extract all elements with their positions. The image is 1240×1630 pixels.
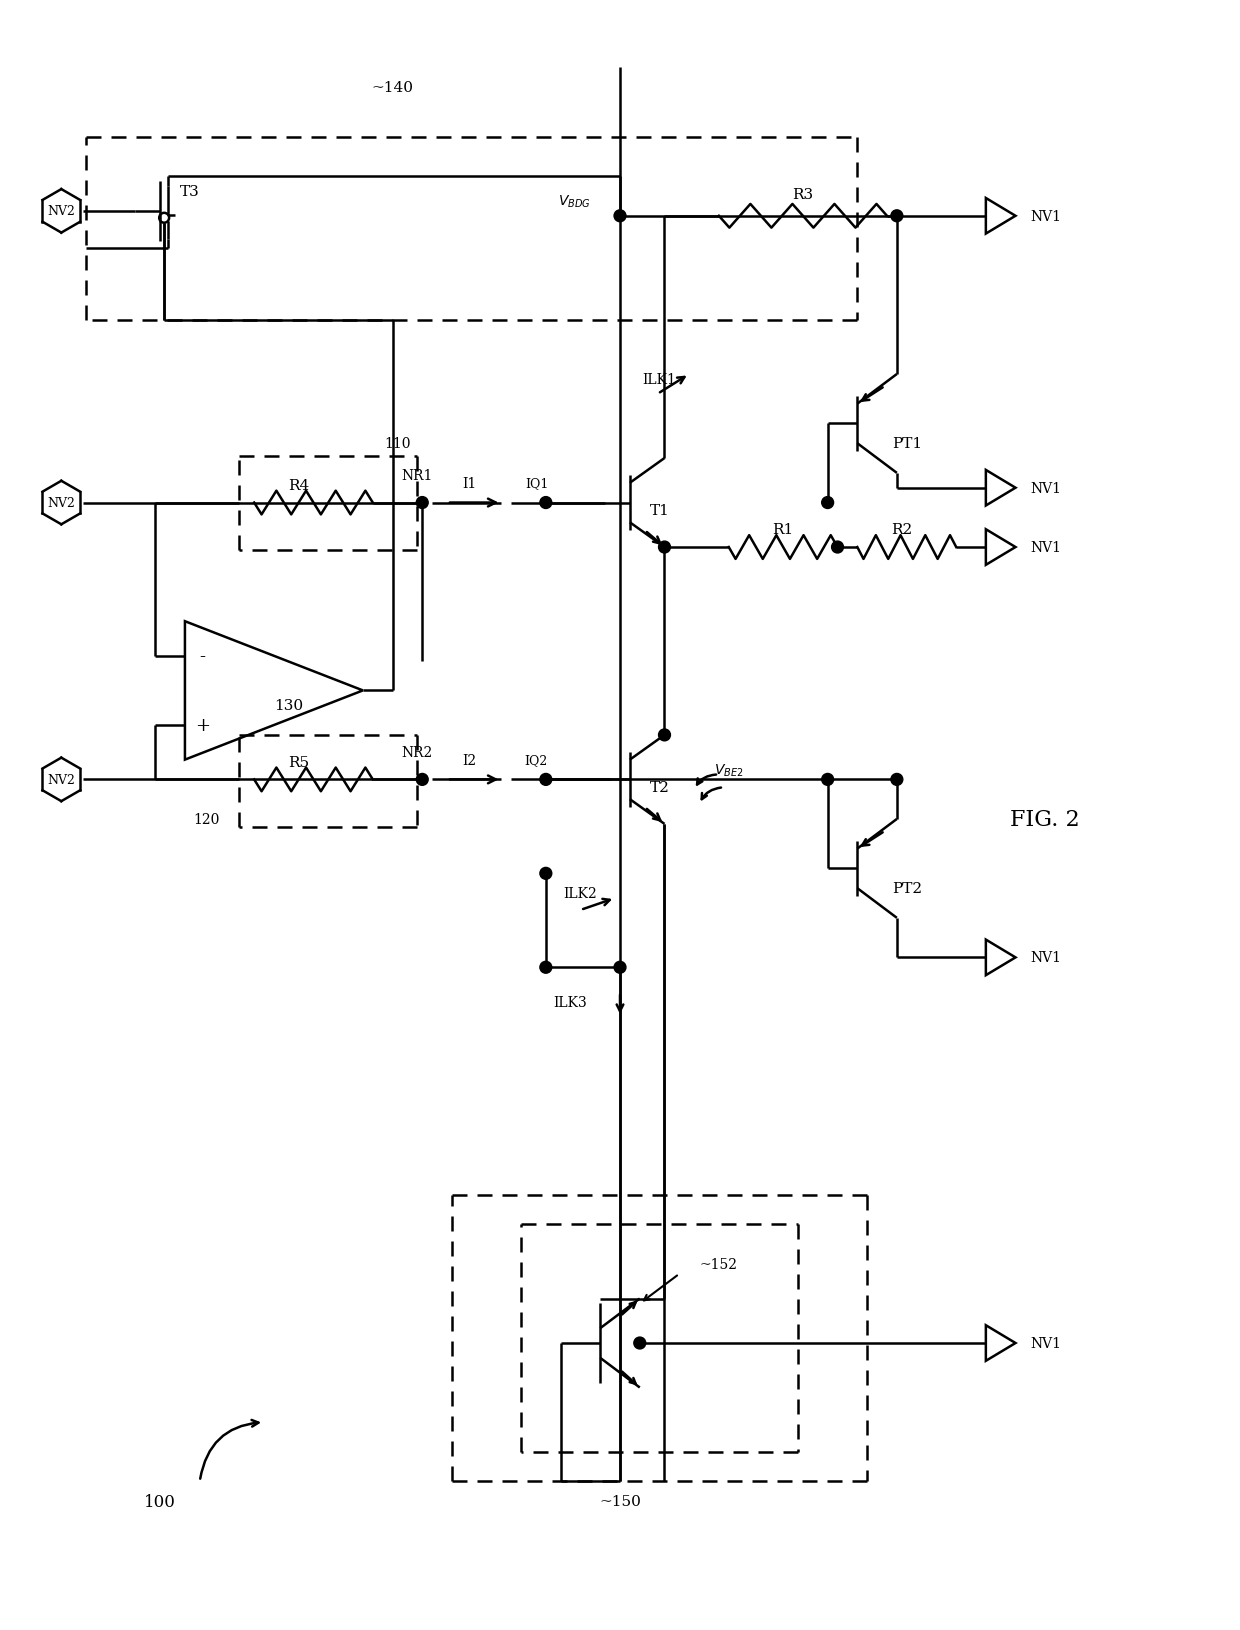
Circle shape [634,1337,646,1350]
Circle shape [539,497,552,509]
Circle shape [614,210,626,223]
Circle shape [614,962,626,973]
Circle shape [539,867,552,880]
Text: T2: T2 [650,781,670,795]
Text: IQ1: IQ1 [526,478,548,491]
Text: NV1: NV1 [1030,541,1061,554]
Text: PT1: PT1 [892,437,921,452]
Text: NV1: NV1 [1030,481,1061,496]
Text: NR1: NR1 [402,468,433,482]
Text: 130: 130 [274,699,304,712]
Text: ~140: ~140 [372,82,414,95]
Circle shape [658,730,671,742]
Text: $V_{BDG}$: $V_{BDG}$ [558,194,590,210]
Text: R1: R1 [773,523,794,536]
Circle shape [539,962,552,973]
Text: 110: 110 [384,437,410,452]
Text: T1: T1 [650,504,670,518]
Text: NV1: NV1 [1030,210,1061,223]
Circle shape [832,541,843,554]
Circle shape [890,210,903,223]
Text: ILK1: ILK1 [642,373,677,386]
Text: NV2: NV2 [47,773,76,786]
Text: +: + [195,717,211,735]
Text: ~152: ~152 [699,1257,738,1271]
Circle shape [658,541,671,554]
Text: PT2: PT2 [892,882,921,895]
Text: 120: 120 [193,812,219,826]
Text: NV1: NV1 [1030,1337,1061,1350]
Text: NV2: NV2 [47,497,76,510]
Text: FIG. 2: FIG. 2 [1011,808,1080,830]
Circle shape [822,497,833,509]
Text: ILK2: ILK2 [563,887,598,900]
Text: NV2: NV2 [47,205,76,218]
Text: R3: R3 [792,187,813,202]
Text: R2: R2 [892,523,913,536]
Text: I2: I2 [463,753,476,768]
Text: IQ2: IQ2 [525,753,548,766]
Text: ILK3: ILK3 [554,996,588,1009]
Text: I1: I1 [463,476,477,491]
Circle shape [822,774,833,786]
Text: T3: T3 [180,184,200,199]
Text: NV1: NV1 [1030,950,1061,965]
Text: NR2: NR2 [402,745,433,760]
Text: R5: R5 [288,755,309,769]
Text: R4: R4 [288,479,309,492]
Text: ~150: ~150 [599,1495,641,1508]
Circle shape [417,774,428,786]
Circle shape [539,774,552,786]
Circle shape [417,497,428,509]
Text: $V_{BE2}$: $V_{BE2}$ [714,761,744,778]
Circle shape [890,774,903,786]
Text: 100: 100 [144,1493,176,1509]
Text: -: - [200,647,206,665]
